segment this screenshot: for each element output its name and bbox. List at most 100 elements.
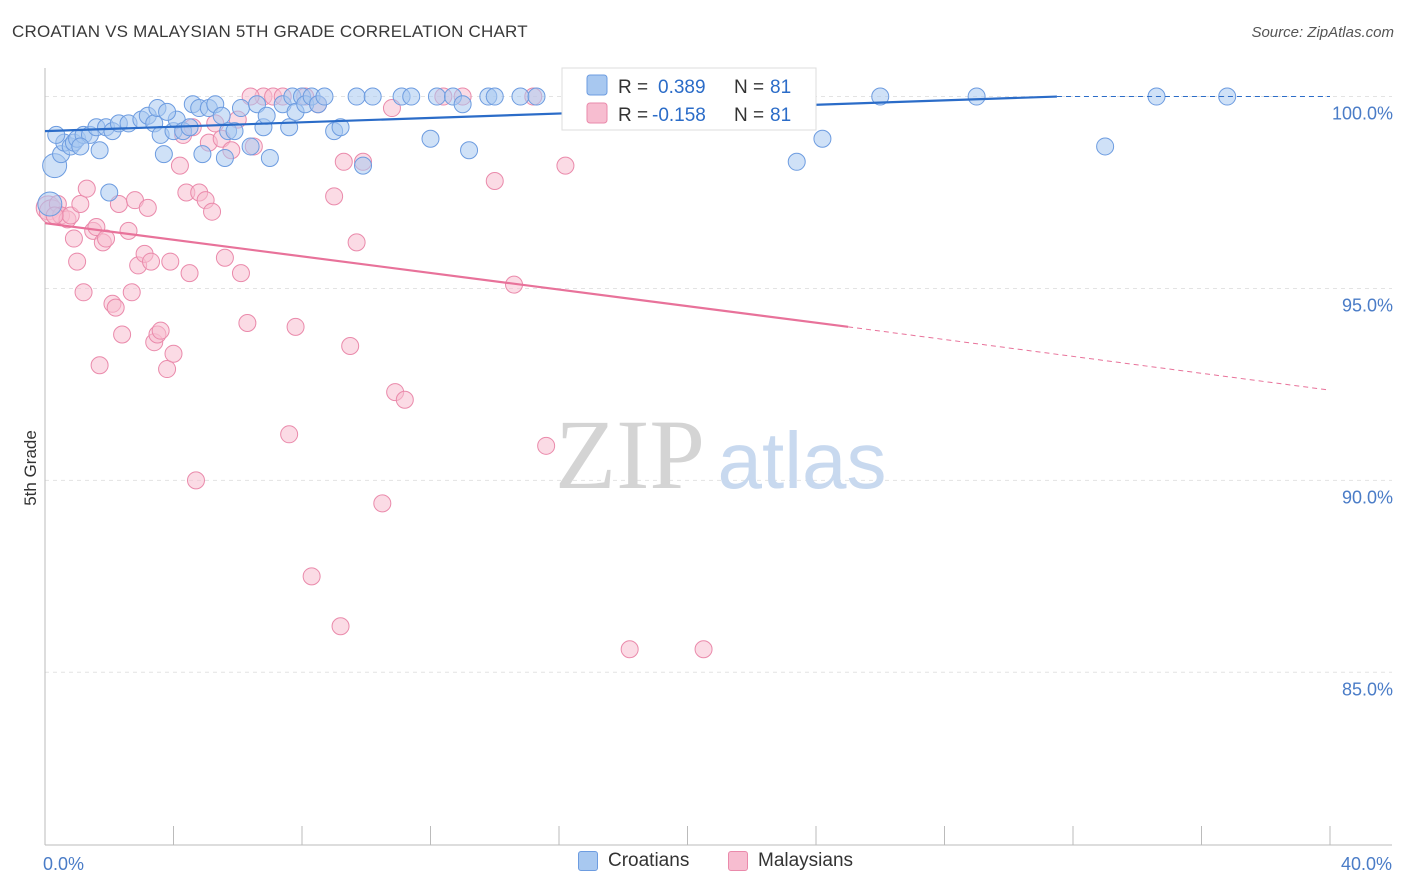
malaysians-point bbox=[71, 195, 90, 214]
malaysians-point bbox=[158, 360, 177, 379]
legend-item-malaysians[interactable]: Malaysians bbox=[728, 850, 853, 872]
croatians-point bbox=[100, 183, 119, 202]
x-tick-label: 0.0% bbox=[43, 854, 84, 874]
croatians-label: Croatians bbox=[608, 850, 690, 871]
croatians-point bbox=[193, 145, 212, 164]
malaysians-point bbox=[395, 390, 414, 409]
gridlines bbox=[45, 96, 1392, 673]
malaysians-point bbox=[620, 640, 639, 659]
croatians-point bbox=[354, 156, 373, 175]
malaysians-point bbox=[537, 436, 556, 455]
malaysians-trend-extension bbox=[848, 326, 1331, 391]
croatians-point bbox=[280, 118, 299, 137]
malaysians-label: Malaysians bbox=[758, 850, 854, 871]
croatians-point bbox=[1218, 87, 1237, 106]
malaysians-point bbox=[373, 494, 392, 513]
croatians-point bbox=[331, 118, 350, 137]
croatians-point bbox=[427, 87, 446, 106]
malaysians-point bbox=[238, 314, 257, 332]
malaysians-point bbox=[331, 617, 350, 636]
axes bbox=[44, 68, 1392, 846]
legend-r-value-croatians: 0.389 bbox=[658, 77, 706, 98]
malaysians-point bbox=[142, 252, 161, 271]
malaysians-points bbox=[35, 87, 713, 659]
croatians-point bbox=[967, 87, 986, 106]
croatians-point bbox=[90, 141, 109, 160]
malaysians-point bbox=[203, 202, 222, 221]
x-tick-label: 40.0% bbox=[1341, 854, 1392, 874]
malaysians-point bbox=[341, 337, 360, 356]
malaysians-point bbox=[161, 252, 180, 271]
croatians-point bbox=[402, 87, 421, 106]
malaysians-point bbox=[74, 283, 93, 302]
malaysians-point bbox=[122, 283, 141, 302]
croatians-point bbox=[453, 95, 472, 114]
legend-r-label: R = bbox=[618, 105, 648, 126]
malaysians-point bbox=[694, 640, 713, 659]
legend-swatch-croatians bbox=[586, 74, 608, 96]
malaysians-point bbox=[347, 233, 366, 252]
watermark: ZIP atlas bbox=[555, 399, 886, 510]
watermark-zip: ZIP bbox=[555, 399, 705, 510]
croatians-point bbox=[527, 87, 546, 106]
croatians-point bbox=[241, 137, 260, 156]
croatians-point bbox=[813, 129, 832, 148]
legend-r-value-malaysians: -0.158 bbox=[652, 105, 706, 126]
croatians-point bbox=[158, 102, 177, 121]
malaysians-point bbox=[90, 356, 109, 375]
croatians-point bbox=[485, 87, 504, 106]
chart-source: Source: ZipAtlas.com bbox=[1251, 24, 1394, 41]
malaysians-point bbox=[325, 187, 344, 206]
y-tick-label: 100.0% bbox=[1332, 104, 1393, 124]
malaysians-point bbox=[485, 171, 504, 190]
croatians-swatch bbox=[578, 851, 598, 871]
croatians-point bbox=[460, 141, 479, 160]
croatians-point bbox=[215, 148, 234, 167]
croatians-point bbox=[225, 122, 244, 141]
malaysians-point bbox=[151, 321, 170, 340]
malaysians-point bbox=[164, 344, 183, 363]
legend-item-croatians[interactable]: Croatians bbox=[578, 850, 689, 872]
legend-n-value-croatians: 81 bbox=[770, 77, 791, 98]
malaysians-point bbox=[280, 425, 299, 444]
croatians-point bbox=[47, 125, 66, 144]
malaysians-point bbox=[170, 156, 189, 175]
legend-n-label: N = bbox=[734, 77, 764, 98]
croatians-point bbox=[37, 191, 63, 217]
legend-r-label: R = bbox=[618, 77, 648, 98]
watermark-atlas: atlas bbox=[718, 416, 887, 505]
croatians-point bbox=[212, 106, 231, 125]
y-tick-label: 85.0% bbox=[1342, 679, 1393, 699]
bottom-legend: Croatians Malaysians bbox=[0, 850, 1406, 880]
malaysians-point bbox=[113, 325, 132, 344]
croatians-points bbox=[37, 87, 1237, 217]
malaysians-point bbox=[286, 317, 305, 336]
croatians-point bbox=[421, 129, 440, 148]
y-axis-title: 5th Grade bbox=[21, 430, 40, 506]
malaysians-trend-line bbox=[44, 222, 849, 328]
croatians-point bbox=[71, 137, 90, 156]
malaysians-point bbox=[77, 179, 96, 198]
croatians-point bbox=[787, 152, 806, 171]
malaysians-point bbox=[215, 248, 234, 267]
croatians-point bbox=[231, 99, 250, 118]
malaysians-point bbox=[186, 471, 205, 490]
malaysians-point bbox=[119, 221, 138, 240]
y-tick-label: 90.0% bbox=[1342, 487, 1393, 507]
croatians-trend-line bbox=[44, 95, 1057, 133]
malaysians-point bbox=[68, 252, 87, 271]
legend-swatch-malaysians bbox=[586, 102, 608, 124]
croatians-point bbox=[511, 87, 530, 106]
inline-legend: R = 0.389 N = 81 R = -0.158 N = 81 bbox=[561, 67, 817, 131]
croatians-point bbox=[154, 145, 173, 164]
malaysians-point bbox=[382, 99, 401, 118]
tick-labels: 100.0% 95.0% 90.0% 85.0% 0.0% 40.0% bbox=[43, 104, 1393, 874]
malaysians-point bbox=[556, 156, 575, 175]
malaysians-point bbox=[64, 229, 83, 248]
legend-n-value-malaysians: 81 bbox=[770, 105, 791, 126]
malaysians-point bbox=[334, 152, 353, 171]
malaysians-swatch bbox=[728, 851, 748, 871]
malaysians-point bbox=[302, 567, 321, 586]
croatians-point bbox=[347, 87, 366, 106]
